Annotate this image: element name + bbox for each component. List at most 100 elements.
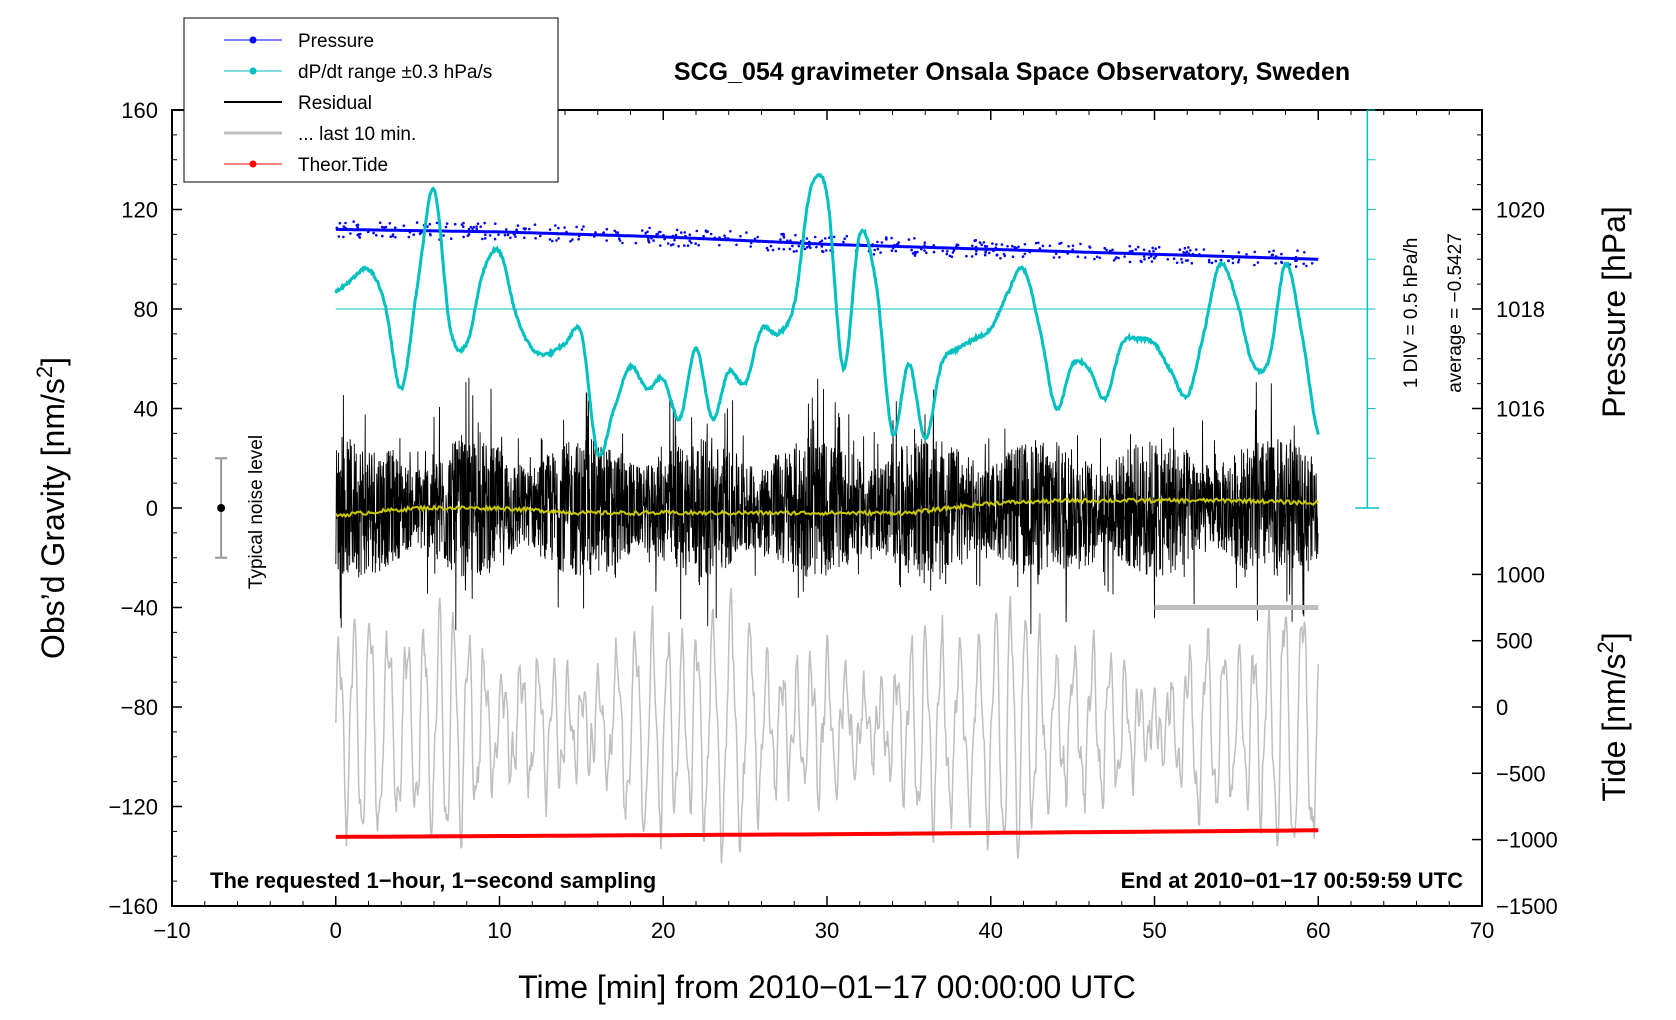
pressure-point xyxy=(995,253,999,257)
pressure-point xyxy=(435,221,439,225)
pressure-point xyxy=(690,241,693,245)
pressure-point xyxy=(646,230,649,234)
pressure-point xyxy=(674,233,678,237)
pressure-point xyxy=(948,254,952,258)
pressure-point xyxy=(593,235,596,238)
pressure-point xyxy=(891,247,895,250)
legend-item-last10: ... last 10 min. xyxy=(224,124,416,145)
legend-item-pressure: Pressure xyxy=(224,31,374,52)
pressure-point xyxy=(1272,249,1275,253)
x-tick-label: 40 xyxy=(979,918,1003,943)
pressure-point xyxy=(577,237,580,241)
legend-box xyxy=(183,17,559,183)
pressure-point xyxy=(380,225,384,229)
pressure-point xyxy=(1253,250,1256,254)
pressure-point xyxy=(1098,256,1102,260)
pressure-point xyxy=(1180,261,1184,264)
pressure-point xyxy=(1154,254,1158,258)
pressure-point xyxy=(613,229,616,233)
pressure-point xyxy=(1114,257,1117,260)
y-tick-label: 40 xyxy=(134,397,158,422)
pressure-point xyxy=(820,239,824,242)
pressure-point xyxy=(412,233,416,236)
legend-marker-dpdt xyxy=(249,67,257,75)
pressure-point xyxy=(788,247,792,251)
pressure-point xyxy=(460,223,464,226)
pressure-point xyxy=(659,244,662,247)
pressure-point xyxy=(1084,256,1087,259)
pressure-point xyxy=(697,243,700,247)
pressure-point xyxy=(872,253,876,256)
pressure-point xyxy=(462,235,465,239)
pressure-point xyxy=(726,237,730,240)
pressure-point xyxy=(999,257,1002,260)
pressure-point xyxy=(718,243,721,247)
pressure-point xyxy=(1105,248,1108,252)
pressure-point xyxy=(462,225,465,228)
pressure-point xyxy=(789,239,792,242)
pressure-point xyxy=(671,234,675,238)
pressure-point xyxy=(475,225,478,228)
pressure-point xyxy=(1139,259,1143,263)
pressure-point xyxy=(941,249,944,253)
pressure-point xyxy=(618,239,622,242)
pressure-point xyxy=(945,252,949,256)
pressure-point xyxy=(1271,253,1275,257)
pressure-point xyxy=(383,226,386,229)
pressure-point xyxy=(616,231,620,234)
pressure-point xyxy=(1054,252,1058,256)
pressure-point xyxy=(524,227,527,230)
pressure-point xyxy=(1191,252,1195,256)
pressure-point xyxy=(428,232,432,236)
pressure-point xyxy=(577,234,581,238)
pressure-point xyxy=(647,237,650,240)
pressure-point xyxy=(885,238,888,241)
pressure-point xyxy=(1048,244,1052,248)
y-tick-label: −40 xyxy=(121,596,158,621)
pressure-point xyxy=(688,233,692,236)
pressure-point xyxy=(970,255,974,258)
pressure-point xyxy=(358,235,361,239)
pressure-point xyxy=(1071,248,1074,251)
pressure-point xyxy=(378,221,382,224)
data-layer xyxy=(334,109,1380,864)
pressure-point xyxy=(481,237,484,241)
pressure-point xyxy=(617,237,621,240)
pressure-tick-label: 1018 xyxy=(1496,297,1545,322)
pressure-point xyxy=(601,232,605,235)
pressure-point xyxy=(735,243,738,247)
pressure-point xyxy=(557,226,560,230)
pressure-point xyxy=(1112,259,1116,262)
pressure-point xyxy=(380,234,384,238)
pressure-point xyxy=(356,226,360,229)
pressure-point xyxy=(1294,259,1297,263)
pressure-point xyxy=(955,243,959,246)
pressure-point xyxy=(1153,256,1156,260)
y-axis-title-tide: Tide [nm/s2] xyxy=(1593,632,1632,801)
pressure-point xyxy=(745,231,748,234)
pressure-point xyxy=(923,249,926,252)
pressure-point xyxy=(1303,251,1306,254)
pressure-point xyxy=(983,253,987,257)
pressure-point xyxy=(1134,248,1138,251)
pressure-point xyxy=(925,251,928,255)
pressure-point xyxy=(1076,255,1080,258)
pressure-point xyxy=(1231,261,1235,265)
pressure-point xyxy=(876,240,879,244)
pressure-point xyxy=(391,233,395,236)
pressure-point xyxy=(539,234,542,238)
pressure-point xyxy=(594,231,597,234)
pressure-point xyxy=(1103,246,1106,250)
legend-label-last10: ... last 10 min. xyxy=(298,124,416,145)
pressure-point xyxy=(950,255,954,258)
pressure-point xyxy=(1028,250,1032,254)
pressure-point xyxy=(1128,260,1132,264)
pressure-point xyxy=(974,252,978,256)
legend-label-residual: Residual xyxy=(298,93,372,114)
y-tick-label: 160 xyxy=(121,98,158,123)
pressure-point xyxy=(766,248,770,252)
tide-tick-label: −1500 xyxy=(1496,894,1558,919)
y-tick-label: −120 xyxy=(108,795,158,820)
pressure-point xyxy=(815,245,818,249)
pressure-point xyxy=(1041,244,1045,248)
